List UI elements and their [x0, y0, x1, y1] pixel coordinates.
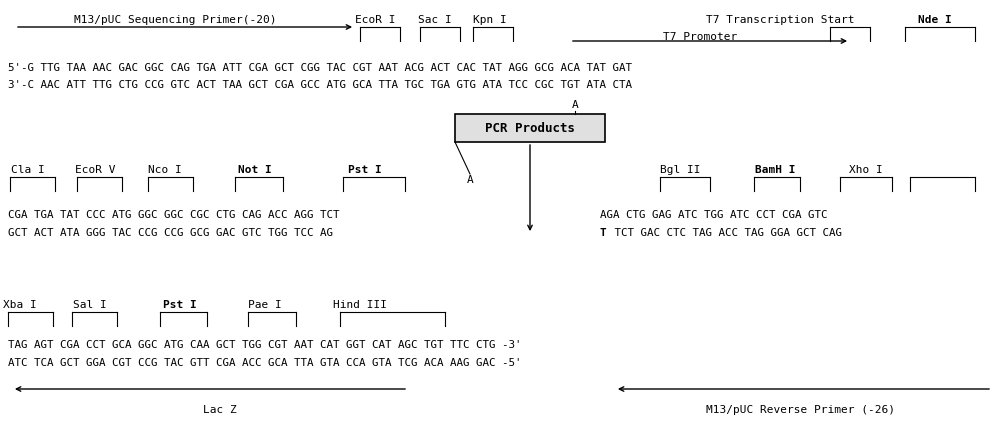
Text: Pst I: Pst I — [348, 164, 382, 174]
Text: 3'-C AAC ATT TTG CTG CCG GTC ACT TAA GCT CGA GCC ATG GCA TTA TGC TGA GTG ATA TCC: 3'-C AAC ATT TTG CTG CCG GTC ACT TAA GCT… — [8, 80, 632, 90]
Text: AGA CTG GAG ATC TGG ATC CCT CGA GTC: AGA CTG GAG ATC TGG ATC CCT CGA GTC — [600, 210, 828, 220]
Text: Hind III: Hind III — [333, 299, 387, 309]
Text: CGA TGA TAT CCC ATG GGC GGC CGC CTG CAG ACC AGG TCT: CGA TGA TAT CCC ATG GGC GGC CGC CTG CAG … — [8, 210, 340, 220]
Text: M13/pUC Sequencing Primer(-20): M13/pUC Sequencing Primer(-20) — [74, 15, 276, 25]
Text: Sal I: Sal I — [73, 299, 107, 309]
Text: EcoR V: EcoR V — [75, 164, 115, 174]
Text: T: T — [600, 227, 606, 237]
Text: A: A — [572, 100, 578, 110]
Text: M13/pUC Reverse Primer (-26): M13/pUC Reverse Primer (-26) — [706, 404, 895, 414]
Bar — [455, 115, 605, 143]
Text: GCT ACT ATA GGG TAC CCG CCG GCG GAC GTC TGG TCC AG: GCT ACT ATA GGG TAC CCG CCG GCG GAC GTC … — [8, 227, 333, 237]
Text: Cla I: Cla I — [11, 164, 45, 174]
Text: Bgl II: Bgl II — [660, 164, 700, 174]
Text: A: A — [467, 174, 473, 184]
Text: T7 Promoter: T7 Promoter — [663, 32, 737, 42]
Text: Kpn I: Kpn I — [473, 15, 507, 25]
Text: Nde I: Nde I — [918, 15, 952, 25]
Text: PCR Products: PCR Products — [485, 122, 575, 135]
Text: Lac Z: Lac Z — [203, 404, 237, 414]
Text: TCT GAC CTC TAG ACC TAG GGA GCT CAG: TCT GAC CTC TAG ACC TAG GGA GCT CAG — [608, 227, 842, 237]
Text: T7 Transcription Start: T7 Transcription Start — [706, 15, 854, 25]
Text: Xba I: Xba I — [3, 299, 37, 309]
Text: Not I: Not I — [238, 164, 272, 174]
Text: Nco I: Nco I — [148, 164, 182, 174]
Text: Xho I: Xho I — [849, 164, 883, 174]
Text: TAG AGT CGA CCT GCA GGC ATG CAA GCT TGG CGT AAT CAT GGT CAT AGC TGT TTC CTG -3': TAG AGT CGA CCT GCA GGC ATG CAA GCT TGG … — [8, 339, 522, 349]
Text: BamH I: BamH I — [755, 164, 795, 174]
Text: EcoR I: EcoR I — [355, 15, 395, 25]
Text: Sac I: Sac I — [418, 15, 452, 25]
Text: 5'-G TTG TAA AAC GAC GGC CAG TGA ATT CGA GCT CGG TAC CGT AAT ACG ACT CAC TAT AGG: 5'-G TTG TAA AAC GAC GGC CAG TGA ATT CGA… — [8, 63, 632, 73]
Text: ATC TCA GCT GGA CGT CCG TAC GTT CGA ACC GCA TTA GTA CCA GTA TCG ACA AAG GAC -5': ATC TCA GCT GGA CGT CCG TAC GTT CGA ACC … — [8, 357, 522, 367]
Text: Pst I: Pst I — [163, 299, 197, 309]
Text: Pae I: Pae I — [248, 299, 282, 309]
